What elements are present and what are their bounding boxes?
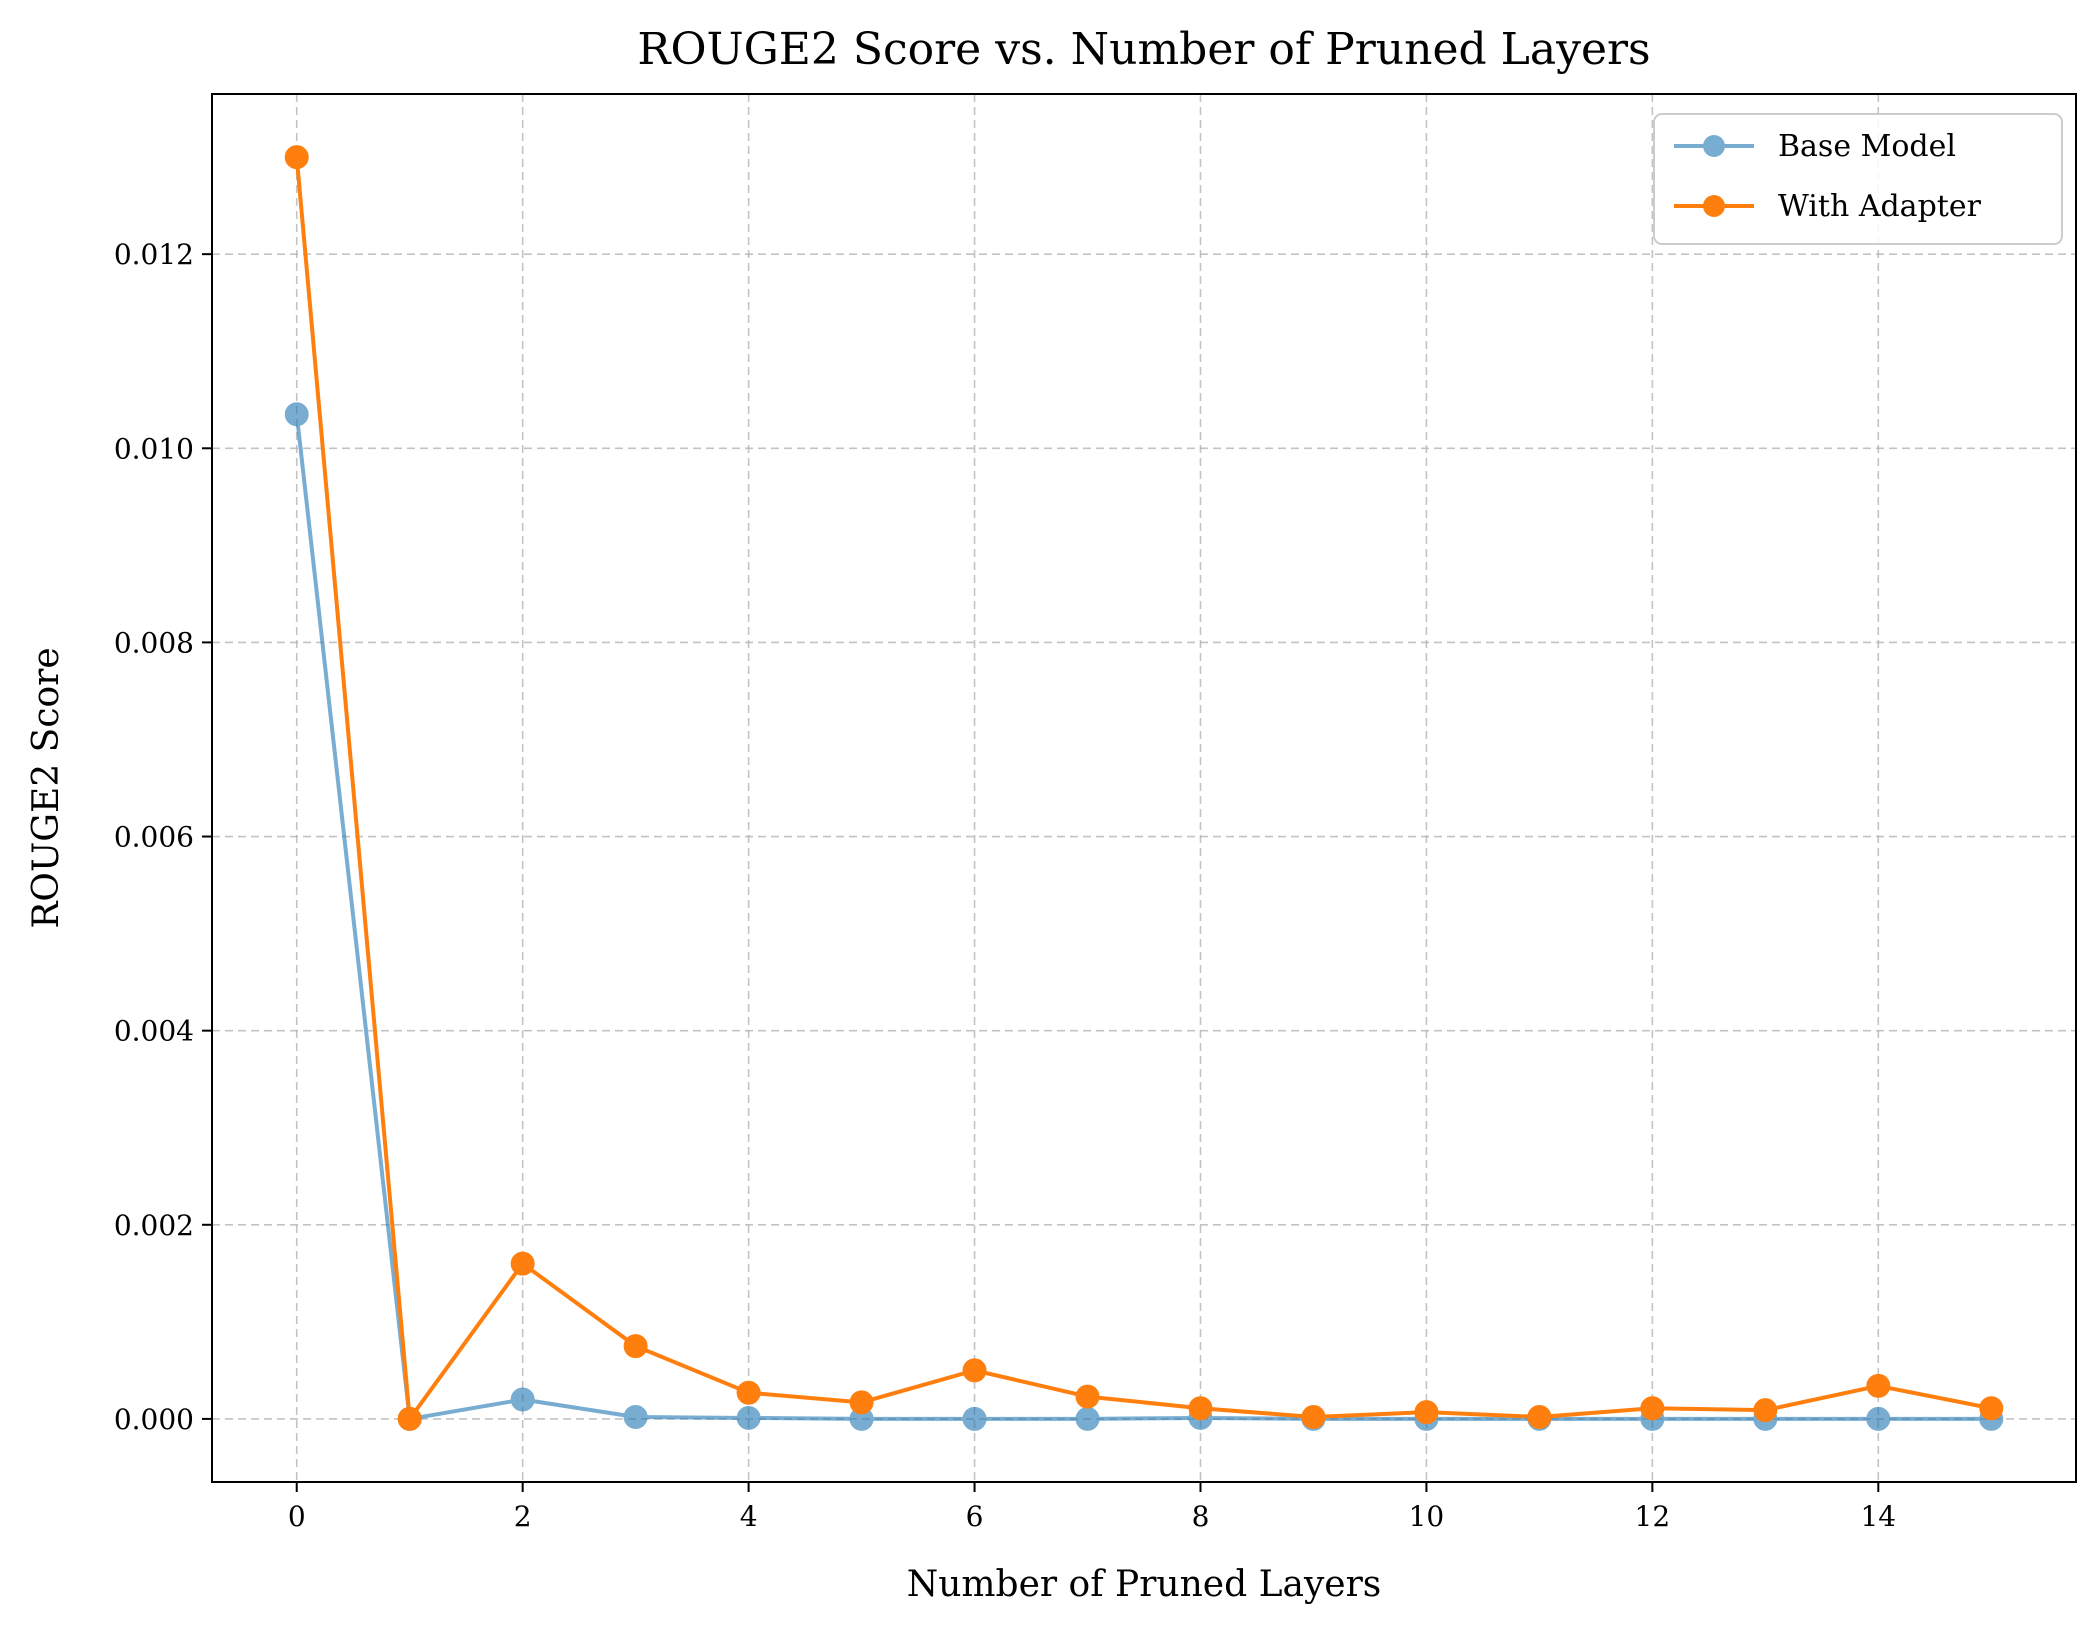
data-point (1979, 1396, 2004, 1421)
data-point (1527, 1404, 1552, 1429)
legend: Base Model With Adapter (1653, 113, 2063, 245)
x-tick-label: 8 (1192, 1500, 1210, 1533)
y-tick-label: 0.004 (114, 1015, 194, 1048)
y-tick-label: 0.012 (114, 238, 194, 271)
legend-label: With Adapter (1778, 189, 1982, 224)
x-axis-label: Number of Pruned Layers (907, 1564, 1382, 1605)
data-point (1188, 1396, 1213, 1421)
data-point (1866, 1406, 1891, 1431)
data-point (1075, 1406, 1100, 1431)
data-point (284, 145, 309, 170)
legend-marker (1703, 135, 1725, 157)
x-tick-label: 10 (1409, 1500, 1445, 1533)
y-tick-label: 0.006 (114, 821, 194, 854)
data-point (623, 1334, 648, 1359)
legend-marker (1703, 195, 1725, 217)
x-tick-label: 2 (514, 1500, 532, 1533)
x-tick-label: 6 (966, 1500, 984, 1533)
data-point (397, 1406, 422, 1431)
data-point (1866, 1373, 1891, 1398)
y-tick-label: 0.008 (114, 626, 194, 659)
legend-item-1 (1674, 195, 1754, 217)
series-line (294, 414, 1992, 1421)
data-point (1301, 1404, 1326, 1429)
legend-label: Base Model (1778, 129, 1956, 164)
x-tick-label: 14 (1860, 1500, 1896, 1533)
legend-box (1653, 113, 2063, 245)
legend-item-0 (1674, 135, 1754, 157)
data-point (623, 1404, 648, 1429)
plot-series (284, 145, 2004, 1431)
plot-frame (211, 93, 2077, 1483)
x-tick-label: 12 (1635, 1500, 1671, 1533)
y-tick-label: 0.000 (114, 1403, 194, 1436)
y-axis-label: ROUGE2 Score (26, 647, 67, 928)
data-point (1753, 1398, 1778, 1423)
y-tick-label: 0.002 (114, 1209, 194, 1242)
data-point (736, 1380, 761, 1405)
data-point (1075, 1384, 1100, 1409)
x-tick-label: 4 (740, 1500, 758, 1533)
y-tick-label: 0.010 (114, 432, 194, 465)
data-point (510, 1251, 535, 1276)
series-1 (284, 145, 2004, 1431)
x-tick-label: 0 (288, 1500, 306, 1533)
data-point (510, 1387, 535, 1412)
data-point (736, 1405, 761, 1430)
data-point (284, 402, 309, 427)
data-point (1640, 1396, 1665, 1421)
series-line (294, 156, 1992, 1421)
data-point (962, 1358, 987, 1383)
axis-ticks: 0 2 4 6 8 10 12 14 0.000 0.002 0.004 0.006 0.008 0.01… (114, 238, 1896, 1533)
data-point (962, 1406, 987, 1431)
data-point (849, 1390, 874, 1415)
data-point (1414, 1400, 1439, 1425)
chart-title: ROUGE2 Score vs. Number of Pruned Layers (637, 24, 1650, 75)
